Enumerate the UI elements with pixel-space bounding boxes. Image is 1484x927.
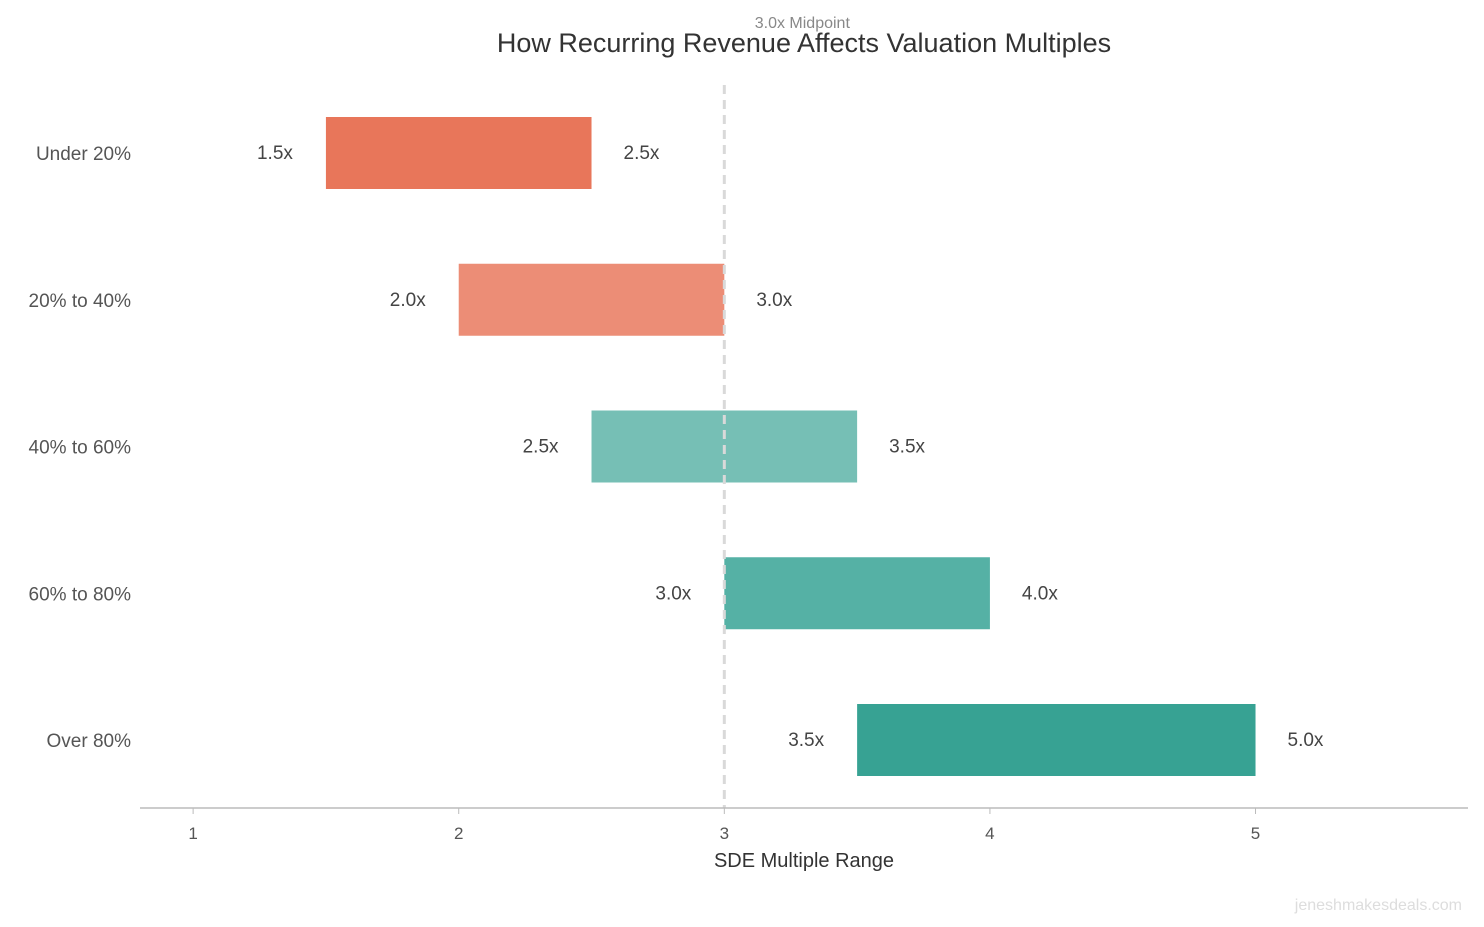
x-tick-label: 3 <box>720 824 729 843</box>
range-bar <box>458 263 725 336</box>
low-value-label: 2.5x <box>523 437 559 458</box>
x-tick-label: 4 <box>985 824 994 843</box>
low-value-label: 2.0x <box>390 290 426 311</box>
high-value-label: 4.0x <box>1022 583 1058 604</box>
x-tick-label: 1 <box>188 824 197 843</box>
high-value-label: 3.0x <box>756 290 792 311</box>
low-value-label: 3.0x <box>655 583 691 604</box>
low-value-label: 1.5x <box>257 143 293 164</box>
category-label: 40% to 60% <box>29 438 132 459</box>
high-value-label: 3.5x <box>889 437 925 458</box>
category-label: Under 20% <box>36 144 131 165</box>
high-value-label: 5.0x <box>1288 730 1324 751</box>
chart-title: How Recurring Revenue Affects Valuation … <box>497 28 1111 58</box>
category-label: 60% to 80% <box>29 584 132 605</box>
range-bar <box>724 557 990 630</box>
category-label: Over 80% <box>47 731 132 752</box>
high-value-label: 2.5x <box>624 143 660 164</box>
range-bar <box>325 117 592 189</box>
range-bar <box>857 704 1256 776</box>
category-label: 20% to 40% <box>29 291 132 312</box>
watermark: jeneshmakesdeals.com <box>1294 897 1462 914</box>
low-value-label: 3.5x <box>788 730 824 751</box>
x-tick-label: 2 <box>454 824 463 843</box>
x-axis-label: SDE Multiple Range <box>714 850 894 872</box>
x-tick-label: 5 <box>1251 824 1260 843</box>
midpoint-label: 3.0x Midpoint <box>755 15 851 32</box>
